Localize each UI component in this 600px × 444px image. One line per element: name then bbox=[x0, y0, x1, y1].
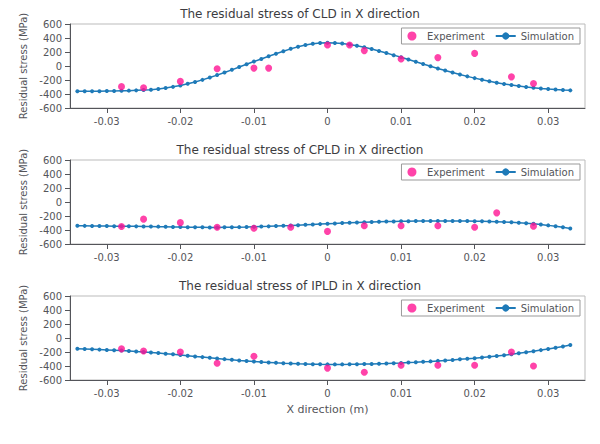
svg-text:0: 0 bbox=[56, 333, 62, 344]
svg-text:0.02: 0.02 bbox=[464, 116, 486, 127]
svg-text:Experiment: Experiment bbox=[427, 303, 485, 314]
svg-text:-400: -400 bbox=[39, 225, 62, 236]
svg-text:-0.02: -0.02 bbox=[167, 252, 193, 263]
svg-text:0.03: 0.03 bbox=[537, 252, 559, 263]
svg-text:-200: -200 bbox=[39, 75, 62, 86]
svg-text:-600: -600 bbox=[39, 375, 62, 386]
svg-text:-0.02: -0.02 bbox=[167, 388, 193, 399]
svg-text:Simulation: Simulation bbox=[521, 303, 574, 314]
svg-text:200: 200 bbox=[43, 183, 62, 194]
svg-text:Simulation: Simulation bbox=[521, 31, 574, 42]
svg-text:-0.03: -0.03 bbox=[94, 116, 120, 127]
svg-text:400: 400 bbox=[43, 33, 62, 44]
svg-text:The residual stress of CPLD in: The residual stress of CPLD in X directi… bbox=[176, 143, 424, 157]
svg-text:400: 400 bbox=[43, 305, 62, 316]
svg-text:0.03: 0.03 bbox=[537, 388, 559, 399]
svg-text:-200: -200 bbox=[39, 211, 62, 222]
svg-text:-400: -400 bbox=[39, 361, 62, 372]
svg-text:0: 0 bbox=[324, 116, 330, 127]
svg-text:600: 600 bbox=[43, 19, 62, 30]
svg-text:200: 200 bbox=[43, 47, 62, 58]
svg-text:Residual stress (MPa): Residual stress (MPa) bbox=[18, 13, 29, 119]
svg-text:-0.03: -0.03 bbox=[94, 388, 120, 399]
svg-text:-0.01: -0.01 bbox=[241, 116, 267, 127]
svg-text:-600: -600 bbox=[39, 239, 62, 250]
svg-text:-400: -400 bbox=[39, 89, 62, 100]
svg-text:-0.01: -0.01 bbox=[241, 252, 267, 263]
svg-text:-200: -200 bbox=[39, 347, 62, 358]
svg-text:Experiment: Experiment bbox=[427, 167, 485, 178]
svg-text:0.01: 0.01 bbox=[390, 252, 412, 263]
svg-text:0: 0 bbox=[56, 61, 62, 72]
svg-text:Residual stress (MPa): Residual stress (MPa) bbox=[18, 149, 29, 255]
svg-text:The residual stress of IPLD in: The residual stress of IPLD in X directi… bbox=[178, 279, 421, 293]
svg-text:0.01: 0.01 bbox=[390, 116, 412, 127]
svg-text:0: 0 bbox=[324, 388, 330, 399]
svg-text:Simulation: Simulation bbox=[521, 167, 574, 178]
svg-text:0.01: 0.01 bbox=[390, 388, 412, 399]
svg-text:600: 600 bbox=[43, 291, 62, 302]
svg-text:0: 0 bbox=[56, 197, 62, 208]
svg-text:-0.01: -0.01 bbox=[241, 388, 267, 399]
svg-text:The residual stress of CLD in: The residual stress of CLD in X directio… bbox=[179, 7, 420, 21]
svg-text:Residual stress (MPa): Residual stress (MPa) bbox=[18, 285, 29, 391]
svg-text:200: 200 bbox=[43, 319, 62, 330]
svg-text:0: 0 bbox=[324, 252, 330, 263]
svg-text:-0.02: -0.02 bbox=[167, 116, 193, 127]
svg-text:X direction (m): X direction (m) bbox=[286, 403, 368, 416]
svg-text:0.02: 0.02 bbox=[464, 252, 486, 263]
svg-text:0.03: 0.03 bbox=[537, 116, 559, 127]
svg-text:-0.03: -0.03 bbox=[94, 252, 120, 263]
svg-text:0.02: 0.02 bbox=[464, 388, 486, 399]
svg-text:600: 600 bbox=[43, 155, 62, 166]
svg-text:400: 400 bbox=[43, 169, 62, 180]
svg-text:-600: -600 bbox=[39, 103, 62, 114]
svg-text:Experiment: Experiment bbox=[427, 31, 485, 42]
